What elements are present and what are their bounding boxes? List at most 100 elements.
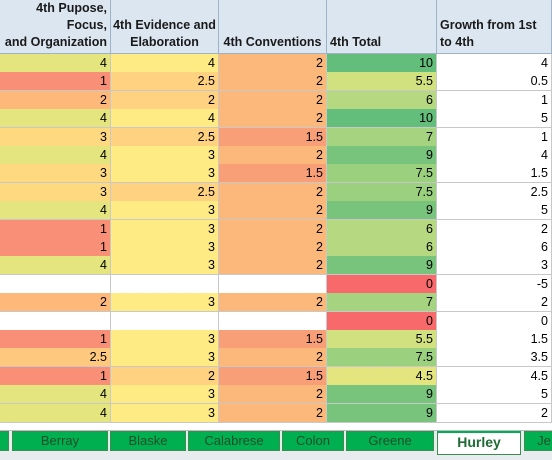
- cell[interactable]: 10: [327, 109, 437, 129]
- cell[interactable]: 2.5: [111, 127, 219, 147]
- cell[interactable]: 5: [437, 201, 552, 221]
- cell[interactable]: 6: [327, 90, 437, 110]
- cell[interactable]: 9: [327, 403, 437, 423]
- cell[interactable]: 2: [219, 109, 327, 129]
- cell[interactable]: 3: [111, 164, 219, 184]
- cell[interactable]: 4: [111, 109, 219, 129]
- cell[interactable]: 4: [0, 256, 111, 276]
- sheet-tab[interactable]: Greene: [346, 431, 434, 451]
- cell[interactable]: 0: [327, 311, 437, 331]
- sheet-tab[interactable]: [0, 431, 9, 451]
- cell[interactable]: 1.5: [219, 366, 327, 386]
- cell[interactable]: 2: [219, 293, 327, 313]
- cell[interactable]: 7.5: [327, 164, 437, 184]
- cell[interactable]: 7.5: [327, 182, 437, 202]
- cell[interactable]: 2: [219, 146, 327, 165]
- cell[interactable]: 2: [219, 219, 327, 239]
- cell[interactable]: 2: [219, 348, 327, 368]
- cell[interactable]: 2: [219, 238, 327, 257]
- cell[interactable]: 9: [327, 256, 437, 276]
- cell[interactable]: 2: [111, 366, 219, 386]
- cell[interactable]: 4: [0, 201, 111, 221]
- cell[interactable]: 4.5: [437, 366, 552, 386]
- sheet-tab[interactable]: Berray: [12, 431, 108, 451]
- cell[interactable]: 4: [0, 109, 111, 129]
- cell[interactable]: 1.5: [437, 164, 552, 184]
- cell[interactable]: 1: [0, 238, 111, 257]
- cell[interactable]: 3: [111, 330, 219, 349]
- cell[interactable]: 1.5: [437, 330, 552, 349]
- cell[interactable]: 4: [111, 54, 219, 73]
- cell[interactable]: 4: [0, 146, 111, 165]
- cell[interactable]: 3: [111, 201, 219, 221]
- cell[interactable]: 2.5: [111, 72, 219, 92]
- cell[interactable]: [219, 274, 327, 294]
- cell[interactable]: [219, 311, 327, 331]
- cell[interactable]: 3.5: [437, 348, 552, 368]
- cell[interactable]: 4: [0, 54, 111, 73]
- cell[interactable]: [0, 274, 111, 294]
- cell[interactable]: 2.5: [0, 348, 111, 368]
- cell[interactable]: 2: [0, 90, 111, 110]
- column-header-4[interactable]: 4th Total: [327, 0, 437, 54]
- sheet-tab[interactable]: Hurley: [437, 431, 521, 455]
- column-header-2[interactable]: 4th Evidence and Elaboration: [111, 0, 219, 54]
- cell[interactable]: 4: [0, 403, 111, 423]
- cell[interactable]: 4: [437, 54, 552, 73]
- cell[interactable]: 3: [111, 403, 219, 423]
- cell[interactable]: [111, 311, 219, 331]
- cell[interactable]: 0.5: [437, 72, 552, 92]
- cell[interactable]: 1: [0, 366, 111, 386]
- cell[interactable]: 1: [0, 330, 111, 349]
- cell[interactable]: 4: [437, 146, 552, 165]
- cell[interactable]: 3: [111, 385, 219, 405]
- cell[interactable]: 5: [437, 109, 552, 129]
- column-header-5[interactable]: Growth from 1st to 4th: [437, 0, 552, 54]
- cell[interactable]: [111, 274, 219, 294]
- cell[interactable]: 4: [0, 385, 111, 405]
- cell[interactable]: 1: [0, 219, 111, 239]
- cell[interactable]: 6: [437, 238, 552, 257]
- cell[interactable]: 2: [437, 219, 552, 239]
- cell[interactable]: 5.5: [327, 330, 437, 349]
- cell[interactable]: 3: [111, 238, 219, 257]
- cell[interactable]: 1: [437, 90, 552, 110]
- cell[interactable]: 2: [111, 90, 219, 110]
- cell[interactable]: 1.5: [219, 330, 327, 349]
- cell[interactable]: 3: [111, 256, 219, 276]
- column-header-1[interactable]: 4th Pupose, Focus, and Organization: [0, 0, 111, 54]
- cell[interactable]: 5: [437, 385, 552, 405]
- cell[interactable]: 3: [111, 146, 219, 165]
- cell[interactable]: 1.5: [219, 127, 327, 147]
- cell[interactable]: 1.5: [219, 164, 327, 184]
- column-header-3[interactable]: 4th Conventions: [219, 0, 327, 54]
- cell[interactable]: -5: [437, 274, 552, 294]
- sheet-tab[interactable]: Je: [524, 431, 552, 451]
- cell[interactable]: 6: [327, 238, 437, 257]
- sheet-tab[interactable]: Colon: [282, 431, 344, 451]
- cell[interactable]: 10: [327, 54, 437, 73]
- cell[interactable]: 0: [327, 274, 437, 294]
- cell[interactable]: 9: [327, 146, 437, 165]
- cell[interactable]: 7: [327, 127, 437, 147]
- cell[interactable]: 2: [219, 182, 327, 202]
- cell[interactable]: 1: [437, 127, 552, 147]
- cell[interactable]: 4.5: [327, 366, 437, 386]
- cell[interactable]: 2: [437, 293, 552, 313]
- sheet-tab[interactable]: Calabrese: [188, 431, 280, 451]
- cell[interactable]: 2: [219, 90, 327, 110]
- cell[interactable]: 2: [219, 256, 327, 276]
- cell[interactable]: 3: [437, 256, 552, 276]
- cell[interactable]: [0, 311, 111, 331]
- cell[interactable]: 1: [0, 72, 111, 92]
- cell[interactable]: 2: [219, 385, 327, 405]
- cell[interactable]: 2: [437, 403, 552, 423]
- cell[interactable]: 7: [327, 293, 437, 313]
- cell[interactable]: 3: [111, 348, 219, 368]
- cell[interactable]: 7.5: [327, 348, 437, 368]
- cell[interactable]: 3: [111, 219, 219, 239]
- cell[interactable]: 2: [219, 403, 327, 423]
- cell[interactable]: 2: [219, 201, 327, 221]
- cell[interactable]: 2: [0, 293, 111, 313]
- cell[interactable]: 3: [111, 293, 219, 313]
